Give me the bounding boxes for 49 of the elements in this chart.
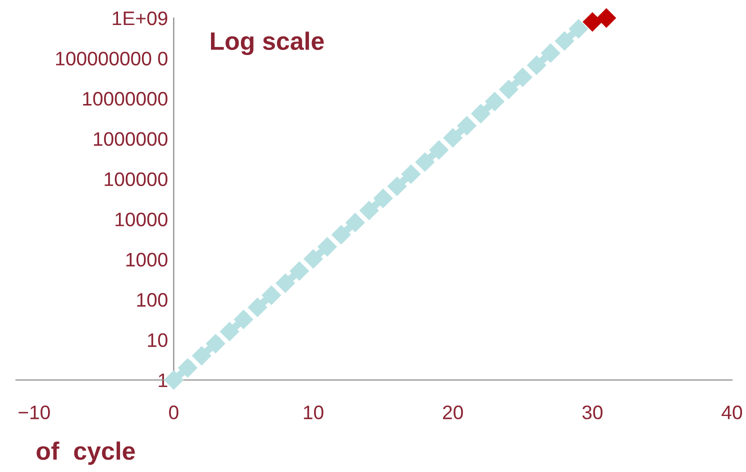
point [387, 176, 407, 196]
point [276, 274, 295, 293]
point [527, 56, 546, 75]
point [290, 261, 309, 281]
point [332, 225, 351, 244]
point [568, 19, 588, 38]
point [374, 188, 393, 208]
point [443, 128, 462, 148]
point [220, 322, 240, 342]
point [541, 44, 560, 63]
point [192, 346, 212, 366]
point [206, 334, 226, 354]
point [582, 12, 602, 32]
point [401, 164, 421, 184]
y-tick-label: 1000000 [94, 132, 168, 146]
y-tick-label: 1 [158, 374, 168, 388]
point [360, 200, 379, 220]
y-tick-label: 100000000 0 [56, 52, 168, 66]
point [471, 104, 490, 124]
point [304, 249, 323, 268]
point [554, 31, 574, 51]
point [429, 140, 448, 160]
y-tick-label: 10000 [116, 212, 168, 226]
point [415, 152, 434, 172]
point [596, 8, 616, 28]
x-tick-label: 10 [304, 406, 324, 420]
x-tick-label: 20 [443, 406, 463, 420]
point [346, 213, 365, 232]
x-tick-label: 30 [582, 406, 602, 420]
y-tick-label: 10 [148, 333, 168, 348]
point [499, 80, 518, 99]
y-tick-label: 10000000 [83, 92, 168, 106]
point [513, 68, 532, 87]
point [178, 358, 198, 378]
x-tick-label: 0 [169, 406, 178, 420]
x-tick-label: −10 [18, 406, 50, 420]
y-tick-label: 100000 [104, 172, 168, 186]
point [234, 310, 254, 329]
point [485, 92, 504, 112]
y-tick-label: 100 [137, 293, 168, 307]
y-tick-label: 1E+09 [112, 11, 168, 26]
x-tick-label: 40 [722, 406, 742, 420]
point [318, 237, 337, 256]
point [457, 116, 476, 136]
annotation: Log scale [210, 32, 324, 56]
point [262, 286, 281, 305]
y-tick-label: 1000 [126, 252, 168, 267]
point [248, 298, 267, 317]
x-axis-title: of cycle [36, 442, 135, 465]
